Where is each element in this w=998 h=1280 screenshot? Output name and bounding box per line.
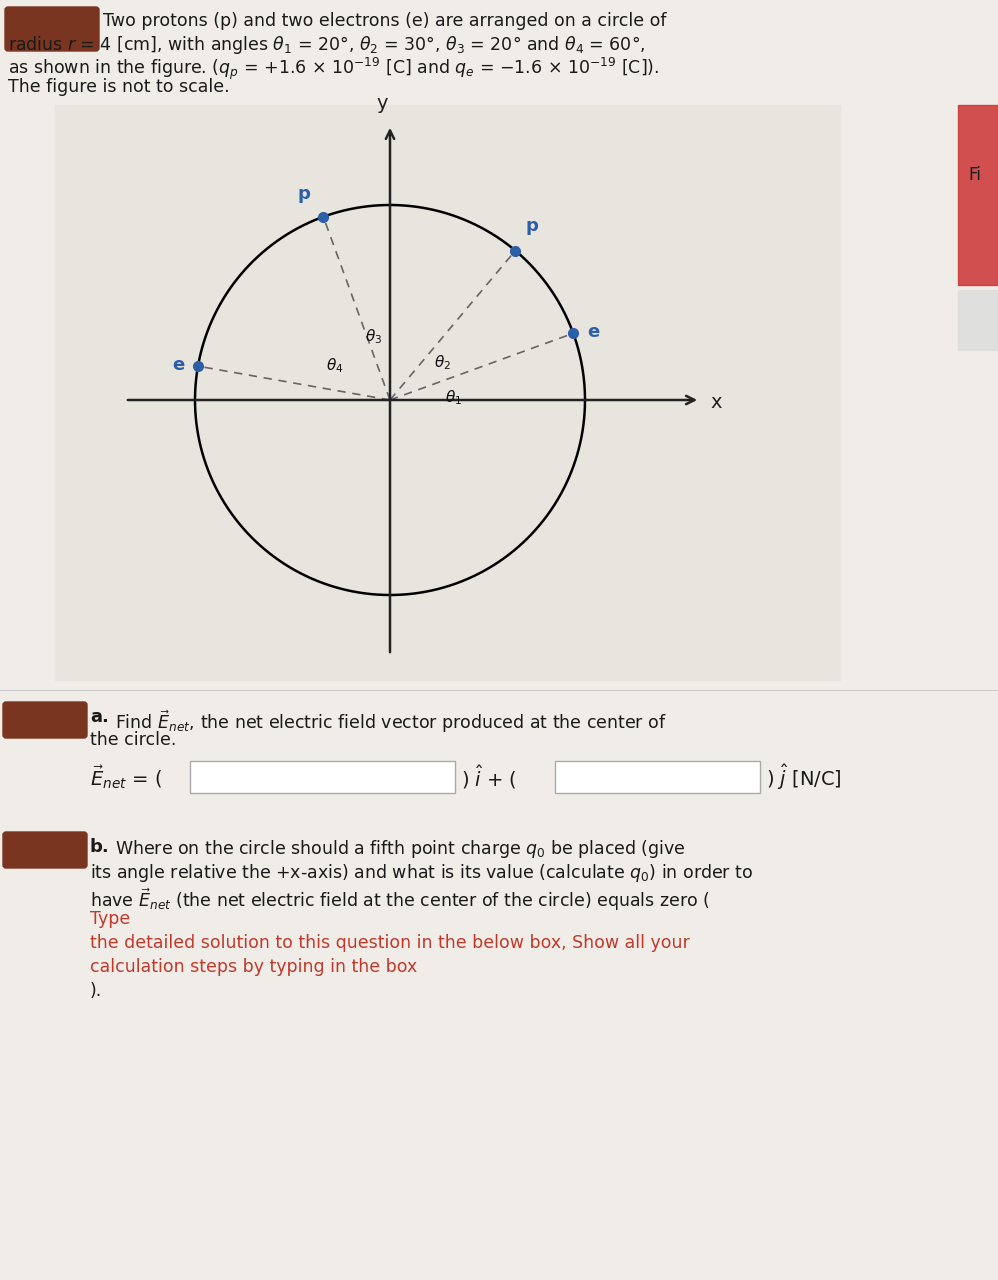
Bar [55,105,840,680]
Text: ) $\hat{i}$ + (: ) $\hat{i}$ + ( [461,763,517,791]
Bar [958,291,998,349]
Text: Type: Type [90,910,131,928]
Text: radius $r$ = 4 [cm], with angles $\theta_1$ = 20°, $\theta_2$ = 30°, $\theta_3$ : radius $r$ = 4 [cm], with angles $\theta… [8,35,646,56]
Text: $\theta_3$: $\theta_3$ [364,328,382,347]
Text: its angle relative the +x-axis) and what is its value (calculate $q_0$) in order: its angle relative the +x-axis) and what… [90,861,753,884]
Text: Two protons (p) and two electrons (e) are arranged on a circle of: Two protons (p) and two electrons (e) ar… [103,12,667,29]
Text: a.: a. [90,708,109,726]
FancyBboxPatch shape [3,701,87,739]
Text: ) $\hat{j}$ [N/C]: ) $\hat{j}$ [N/C] [766,762,841,792]
Text: The figure is not to scale.: The figure is not to scale. [8,78,230,96]
Text: $\vec{E}_{net}$ = (: $\vec{E}_{net}$ = ( [90,763,163,791]
Text: the detailed solution to this question in the below box, Show all your: the detailed solution to this question i… [90,934,690,952]
Text: Find $\vec{E}_{net}$, the net electric field vector produced at the center of: Find $\vec{E}_{net}$, the net electric f… [115,708,667,735]
Text: b.: b. [90,838,110,856]
Text: x: x [710,393,722,411]
Text: Fi: Fi [968,166,981,184]
Text: p: p [297,184,310,202]
Bar [555,762,760,794]
Bar [190,762,455,794]
Text: as shown in the figure. ($q_p$ = +1.6 × 10$^{-19}$ [C] and $q_e$ = −1.6 × 10$^{-: as shown in the figure. ($q_p$ = +1.6 × … [8,56,660,82]
Text: $\theta_4$: $\theta_4$ [325,357,343,375]
Text: $\theta_2$: $\theta_2$ [434,353,451,371]
Text: ).: ). [90,982,102,1000]
Text: the circle.: the circle. [90,731,177,749]
Text: p: p [525,216,538,234]
Text: Where on the circle should a fifth point charge $q_0$ be placed (give: Where on the circle should a fifth point… [115,838,686,860]
Text: e: e [587,324,600,342]
Text: $\theta_1$: $\theta_1$ [444,388,462,407]
Bar [0,690,998,1280]
Text: have $\vec{E}_{net}$ (the net electric field at the center of the circle) equals: have $\vec{E}_{net}$ (the net electric f… [90,886,710,913]
FancyBboxPatch shape [5,6,99,51]
Text: y: y [376,93,388,113]
Text: e: e [172,356,185,374]
Text: calculation steps by typing in the box: calculation steps by typing in the box [90,957,417,975]
Bar [958,105,998,285]
FancyBboxPatch shape [3,832,87,868]
